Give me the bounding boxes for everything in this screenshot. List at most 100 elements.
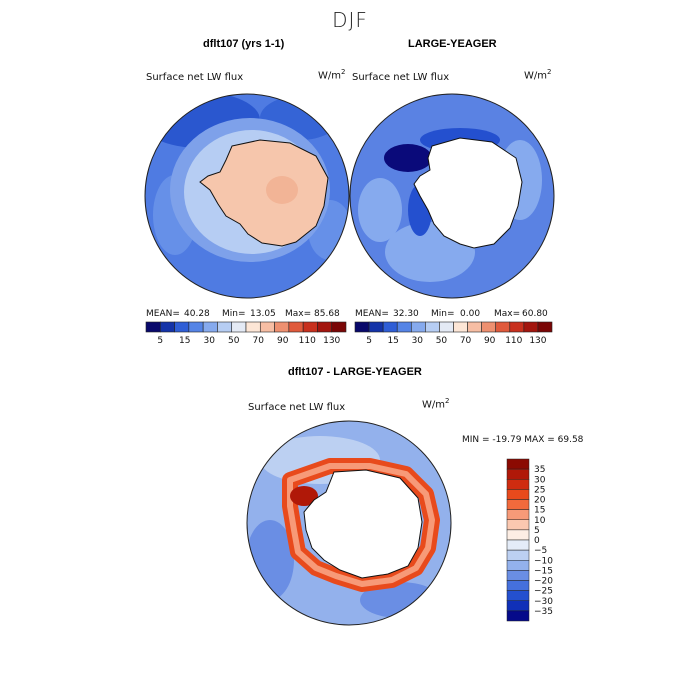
panel2-colorbar-swatch — [439, 321, 454, 333]
panel2-colorbar-swatch — [453, 321, 468, 333]
panel3-colorbar-swatch — [506, 479, 530, 490]
panel3-units-base: W/m — [422, 399, 445, 411]
panel3-colorbar-swatch — [506, 549, 530, 561]
panel1-colorbar-swatch — [217, 321, 233, 333]
panel3-colorbar-tick-label: −15 — [534, 566, 553, 576]
panel3-units: W/m2 — [422, 397, 449, 410]
panel1-colorbar-swatch — [174, 321, 190, 333]
panel1-colorbar-tick-label: 30 — [204, 336, 216, 346]
panel1-colorbar-swatch — [288, 321, 304, 333]
panel3-colorbar-swatch — [506, 580, 530, 591]
panel3-colorbar-swatch — [506, 509, 530, 520]
panel1-colorbar-swatch — [259, 321, 275, 333]
panel2-colorbar-tick-label: 5 — [366, 336, 372, 346]
panel1-title: dflt107 (yrs 1-1) — [203, 38, 285, 50]
panel3-colorbar-tick-label: −35 — [534, 607, 553, 617]
panel1-colorbar-tick-label: 50 — [228, 336, 240, 346]
panel1-colorbar-swatch — [274, 321, 290, 333]
panel3-colorbar-swatch — [506, 529, 530, 541]
panel1-colorbar-tick-label: 130 — [323, 336, 340, 346]
panel3-colorbar-tick-label: −25 — [534, 587, 553, 597]
panel2-colorbar-swatch — [467, 321, 482, 333]
panel1-mean-label: MEAN= — [146, 309, 180, 319]
panel1-antarctica-continent — [199, 139, 329, 247]
panel2-units: W/m2 — [524, 68, 551, 81]
panel3-colorbar-tick-label: 0 — [534, 536, 540, 546]
panel2-mean-value: 32.30 — [393, 309, 419, 319]
panel1-min-label: Min= — [222, 309, 246, 319]
panel3-colorbar-tick-label: 25 — [534, 485, 545, 495]
panel1-colorbar-swatch — [245, 321, 261, 333]
panel1-max-label: Max= — [285, 309, 312, 319]
panel3-colorbar-tick-label: −5 — [534, 546, 547, 556]
panel1-units-exponent: 2 — [341, 68, 346, 76]
panel1-colorbar-tick-label: 90 — [277, 336, 289, 346]
panel3-map — [246, 420, 452, 626]
panel2-min-label: Min= — [431, 309, 455, 319]
panel1-colorbar-tick-label: 110 — [299, 336, 316, 346]
panel2-colorbar-swatch — [382, 321, 398, 333]
panel1-colorbar-tick-label: 70 — [253, 336, 265, 346]
panel1-max-value: 85.68 — [314, 309, 340, 319]
panel2-map — [349, 93, 555, 299]
panel3-colorbar-tick-label: −10 — [534, 556, 553, 566]
panel3-colorbar-swatch — [506, 499, 530, 510]
panel1-map-border — [144, 93, 350, 299]
panel1-colorbar-swatch — [317, 321, 333, 333]
panel3-colorbar-tick-label: 15 — [534, 506, 545, 516]
panel3-title: dflt107 - LARGE-YEAGER — [288, 366, 422, 378]
panel2-colorbar-tick-label: 50 — [436, 336, 448, 346]
panel2-colorbar-tick-label: 90 — [484, 336, 496, 346]
panel2-colorbar-tick-label: 130 — [529, 336, 546, 346]
panel2-colorbar-swatch — [368, 321, 384, 333]
season-title: DJF — [332, 8, 368, 32]
panel1-map — [144, 93, 350, 299]
panel3-colorbar-swatch — [506, 610, 530, 622]
panel2-title: LARGE-YEAGER — [408, 38, 497, 50]
panel2-min-value: 0.00 — [460, 309, 481, 319]
panel3-colorbar-swatch — [506, 600, 530, 612]
panel2-colorbar-swatch — [481, 321, 497, 333]
panel1-colorbar-tick-label: 5 — [157, 336, 163, 346]
panel2-colorbar-tick-label: 70 — [460, 336, 472, 346]
panel3-units-exponent: 2 — [445, 397, 450, 405]
panel1-colorbar-swatch — [202, 321, 218, 333]
panel3-minmax: MIN = -19.79 MAX = 69.58 — [462, 435, 584, 445]
panel2-antarctica-continent — [413, 137, 523, 249]
panel3-colorbar-swatch — [506, 489, 530, 500]
panel1-colorbar: 5 15 30 50 70 90 110 130 — [145, 321, 347, 346]
panel3-colorbar-swatch — [506, 519, 530, 531]
panel1-variable-label: Surface net LW flux — [146, 72, 244, 83]
panel3-colorbar-tick-label: 10 — [534, 516, 546, 526]
panel2-colorbar-tick-label: 15 — [387, 336, 398, 346]
panel1-units: W/m2 — [318, 68, 345, 81]
panel3-colorbar-tick-label: 30 — [534, 475, 546, 485]
panel2-units-exponent: 2 — [547, 68, 552, 76]
panel1-min-value: 13.05 — [250, 309, 276, 319]
panel2-colorbar-swatch — [425, 321, 440, 333]
panel2-variable-label: Surface net LW flux — [352, 72, 450, 83]
panel2-map-border — [349, 93, 555, 299]
panel1-colorbar-swatch — [159, 321, 175, 333]
panel2-colorbar-swatch — [537, 321, 553, 333]
panel3-colorbar-swatch — [506, 468, 530, 480]
panel1-units-base: W/m — [318, 70, 341, 82]
panel3-colorbar-swatch — [506, 590, 530, 601]
panel1-mean-value: 40.28 — [184, 309, 210, 319]
panel2-ocean-light-patch — [358, 178, 402, 242]
panel3-weddell-positive-patch — [290, 486, 318, 506]
panel1-colorbar-swatch — [145, 321, 161, 333]
panel2-colorbar: 5 15 30 50 70 90 110 130 — [354, 321, 553, 346]
panel1-interior-warm-patch — [266, 176, 298, 204]
panel2-colorbar-swatch — [410, 321, 426, 333]
panel3-colorbar-swatch — [506, 539, 530, 551]
panel2-mean-label: MEAN= — [355, 309, 389, 319]
panel2-max-value: 60.80 — [522, 309, 548, 319]
panel3-colorbar-swatch — [506, 560, 530, 571]
panel2-colorbar-swatch — [396, 321, 412, 333]
panel3-colorbar-tick-label: 20 — [534, 496, 546, 506]
panel1-colorbar-swatch — [231, 321, 247, 333]
panel2-units-base: W/m — [524, 70, 547, 82]
